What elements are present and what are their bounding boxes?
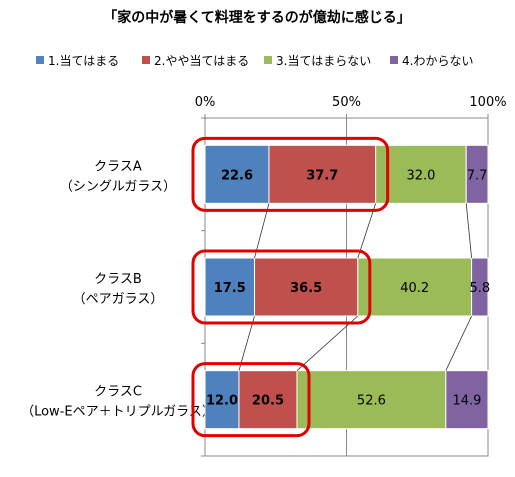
legend-swatch-2 — [142, 56, 150, 64]
connector-line — [357, 203, 377, 259]
data-label: 5.8 — [469, 281, 490, 296]
connector-line — [254, 203, 270, 259]
connector-line — [445, 315, 472, 371]
legend-swatch-4 — [390, 56, 398, 64]
legend-swatch-1 — [36, 56, 44, 64]
bar-segment — [238, 370, 298, 430]
category-label-1-line2: （シングルガラス） — [60, 179, 176, 194]
legend-label-4: 4.わからない — [402, 54, 473, 68]
data-label: 52.6 — [357, 394, 386, 409]
data-label: 7.7 — [467, 168, 488, 183]
bar-segment — [204, 144, 270, 204]
data-label: 12.0 — [206, 394, 238, 409]
highlight-box — [191, 249, 372, 325]
category-label-1-line1: クラスA — [94, 159, 142, 174]
data-label: 36.5 — [290, 281, 322, 296]
highlight-box — [191, 136, 390, 212]
bar-segment — [268, 144, 377, 204]
data-label: 17.5 — [214, 281, 246, 296]
data-label: 22.6 — [221, 168, 253, 183]
bar-segment — [357, 257, 473, 317]
chart-title: 「家の中が暑くて料理をするのが億劫に感じる」 — [103, 9, 411, 26]
legend-label-3: 3.当てはまらない — [276, 54, 371, 68]
x-tick-label-1: 50% — [332, 95, 361, 110]
connector-line — [296, 315, 359, 371]
category-label-3-line2: （Low-Eペア＋トリプルガラス） — [21, 405, 215, 420]
bar-segment — [465, 144, 489, 204]
bar-segment — [375, 144, 467, 204]
connector-line — [238, 315, 255, 371]
category-label-2-line2: （ペアガラス） — [73, 292, 164, 307]
data-label: 32.0 — [406, 168, 435, 183]
x-tick-label-0: 0% — [195, 95, 216, 110]
category-label-3-line1: クラスC — [94, 385, 142, 400]
highlight-box — [191, 362, 311, 438]
bar-segment — [471, 257, 489, 317]
bar-segment — [296, 370, 447, 430]
data-label: 40.2 — [400, 281, 429, 296]
data-label: 37.7 — [306, 168, 338, 183]
category-label-2-line1: クラスB — [94, 272, 142, 287]
legend-label-1: 1.当てはまる — [48, 54, 119, 68]
legend-swatch-3 — [264, 56, 272, 64]
data-label: 20.5 — [252, 394, 284, 409]
x-tick-label-2: 100% — [469, 95, 506, 110]
bar-segment — [254, 257, 359, 317]
connector-line — [465, 203, 472, 259]
bar-segment — [445, 370, 489, 430]
data-label: 14.9 — [452, 394, 481, 409]
legend-label-2: 2.やや当てはまる — [154, 54, 249, 68]
